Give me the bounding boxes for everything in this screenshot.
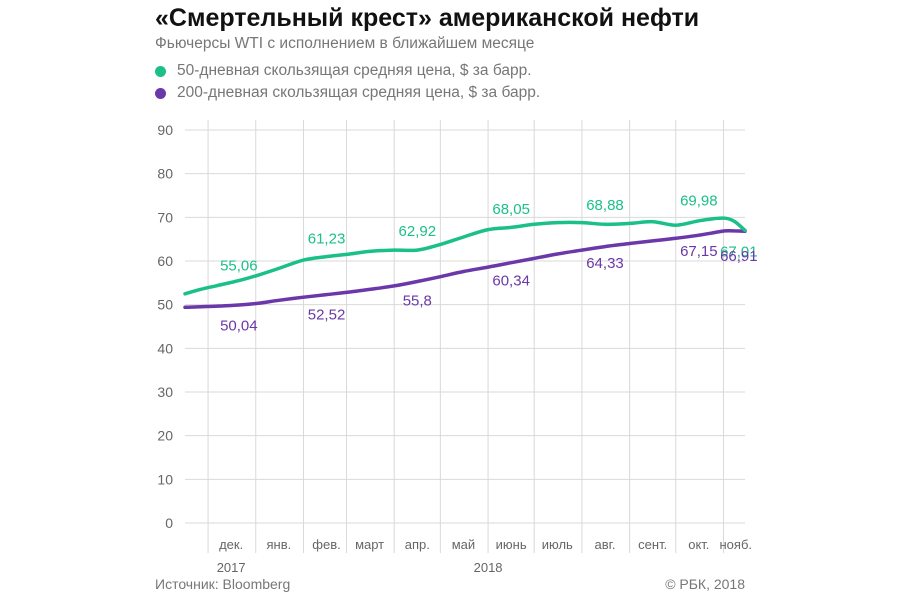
x-tick-label: май bbox=[452, 537, 475, 552]
legend: 50-дневная скользящая средняя цена, $ за… bbox=[155, 60, 540, 104]
x-tick-label: дек. bbox=[219, 537, 243, 552]
legend-swatch-ma50 bbox=[155, 65, 166, 77]
data-label: 69,98 bbox=[680, 192, 718, 209]
x-tick-label: авг. bbox=[595, 537, 616, 552]
y-tick-label: 30 bbox=[157, 384, 173, 400]
y-tick-label: 0 bbox=[165, 515, 173, 531]
x-tick-label: март bbox=[355, 537, 384, 552]
x-tick-label: фев. bbox=[312, 537, 340, 552]
y-tick-label: 60 bbox=[157, 253, 173, 269]
y-tick-label: 10 bbox=[157, 471, 173, 487]
y-tick-label: 90 bbox=[157, 122, 173, 138]
data-label: 62,92 bbox=[399, 223, 437, 240]
source-note: Источник: Bloomberg bbox=[155, 576, 291, 592]
data-label: 68,88 bbox=[586, 197, 624, 214]
x-tick-label: окт. bbox=[688, 537, 709, 552]
data-label: 61,23 bbox=[308, 231, 346, 248]
x-tick-label: янв. bbox=[266, 537, 291, 552]
data-label: 50,04 bbox=[220, 317, 258, 334]
legend-label-ma50: 50-дневная скользящая средняя цена, $ за… bbox=[177, 62, 532, 79]
data-label: 64,33 bbox=[586, 255, 624, 272]
x-tick-label: июль bbox=[542, 537, 573, 552]
y-tick-label: 20 bbox=[157, 428, 173, 444]
data-label: 68,05 bbox=[492, 201, 530, 218]
year-label: 2018 bbox=[474, 560, 503, 575]
copyright-note: © РБК, 2018 bbox=[665, 576, 745, 592]
chart-subtitle: Фьючерсы WTI с исполнением в ближайшем м… bbox=[155, 35, 535, 52]
legend-label-ma200: 200-дневная скользящая средняя цена, $ з… bbox=[177, 84, 541, 101]
x-tick-label: июнь bbox=[496, 537, 527, 552]
series-line-ma50 bbox=[183, 216, 747, 296]
y-tick-label: 70 bbox=[157, 209, 173, 225]
data-label: 52,52 bbox=[308, 307, 346, 324]
y-tick-label: 50 bbox=[157, 297, 173, 313]
data-label: 67,15 bbox=[680, 243, 718, 260]
y-tick-label: 80 bbox=[157, 166, 173, 182]
legend-item-ma50: 50-дневная скользящая средняя цена, $ за… bbox=[155, 60, 540, 82]
data-label: 60,34 bbox=[492, 273, 530, 290]
data-label: 66,91 bbox=[720, 248, 758, 265]
legend-swatch-ma200 bbox=[155, 87, 166, 99]
x-tick-label: апр. bbox=[405, 537, 430, 552]
legend-item-ma200: 200-дневная скользящая средняя цена, $ з… bbox=[155, 82, 540, 104]
data-label: 67,01 bbox=[720, 243, 758, 260]
chart-title: «Смертельный крест» американской нефти bbox=[155, 4, 700, 32]
x-tick-label: сент. bbox=[638, 537, 667, 552]
year-label: 2017 bbox=[217, 560, 246, 575]
series-line-ma200 bbox=[183, 228, 747, 310]
data-label: 55,06 bbox=[220, 258, 258, 275]
x-tick-label: нояб. bbox=[720, 537, 753, 552]
data-label: 55,8 bbox=[403, 292, 432, 309]
y-tick-label: 40 bbox=[157, 340, 173, 356]
